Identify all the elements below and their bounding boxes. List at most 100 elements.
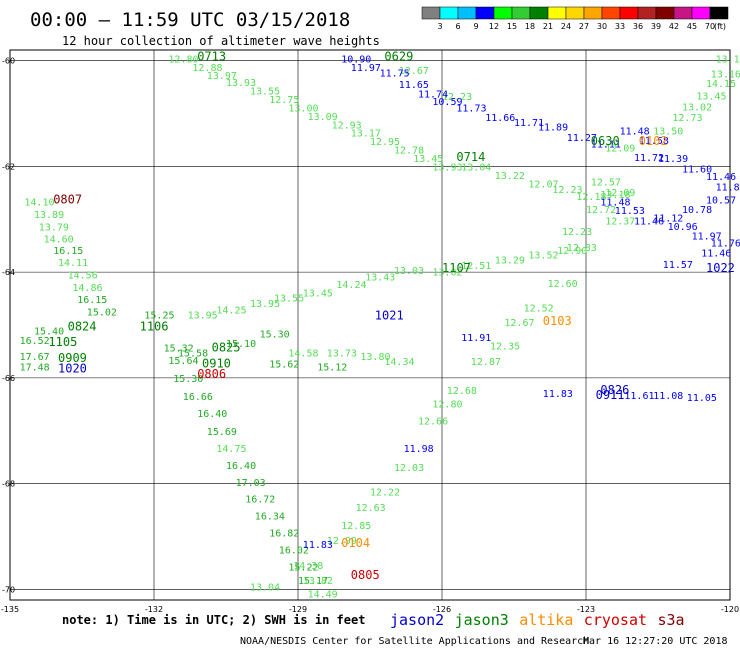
- swh-value: 13.17: [351, 129, 381, 140]
- colorbar-legend: 3 6 9 12 15 18 21 24 27 30 33 36 39 42 45 70(ft): [421, 6, 729, 31]
- swh-value: 12.87: [471, 357, 501, 368]
- pass-time-label: 0102: [639, 134, 668, 148]
- swh-value: 12.93: [332, 120, 362, 131]
- swh-value: 14.24: [336, 280, 366, 291]
- swh-value: 15.32: [164, 343, 194, 354]
- swh-value: 11.46: [701, 248, 731, 259]
- colorbar-tick: 30: [597, 22, 607, 31]
- colorbar-swatch: [421, 6, 441, 20]
- pass-time-label: 0713: [197, 50, 226, 64]
- swh-value: 11.12: [653, 213, 683, 224]
- colorbar-tick: 15: [507, 22, 517, 31]
- swh-value: 14.49: [308, 589, 338, 600]
- y-tick-label: -68: [2, 480, 15, 489]
- colorbar-tick: 45: [687, 22, 697, 31]
- swh-value: 15.12: [317, 362, 347, 373]
- pass-time-label: 1022: [706, 261, 735, 275]
- swh-value: 13.45: [303, 288, 333, 299]
- swh-value: 15.25: [144, 311, 174, 322]
- swh-value: 11.05: [687, 393, 717, 404]
- swh-value: 11.97: [692, 231, 722, 242]
- pass-time-label: 0826: [600, 383, 629, 397]
- swh-value: 11.91: [461, 333, 491, 344]
- pass-time-label: 0629: [384, 50, 413, 64]
- swh-value: 12.90: [557, 246, 587, 257]
- swh-value: 12.57: [591, 177, 621, 188]
- satellite-legend-cryosat: cryosat: [584, 611, 647, 629]
- x-tick-label: -129: [289, 605, 307, 614]
- swh-value: 16.72: [245, 495, 275, 506]
- swh-value: 11.72: [634, 153, 664, 164]
- swh-value: 12.68: [447, 386, 477, 397]
- swh-value: 12.88: [192, 63, 222, 74]
- swh-value: 13.97: [207, 71, 237, 82]
- swh-value: 10.96: [668, 222, 698, 233]
- colorbar-unit: (ft): [714, 22, 726, 31]
- swh-value: 15.30: [173, 374, 203, 385]
- swh-value: 13.03: [394, 266, 424, 277]
- swh-value: 15.02: [87, 307, 117, 318]
- swh-value: 11.48: [600, 197, 630, 208]
- swh-value: 14.25: [216, 305, 246, 316]
- pass-time-label: 0714: [456, 150, 485, 164]
- swh-value: 14.38: [293, 561, 323, 572]
- swh-value: 13.73: [327, 349, 357, 360]
- swh-value: 12.80: [432, 400, 462, 411]
- colorbar-swatch: [565, 6, 585, 20]
- swh-value: 11.08: [653, 391, 683, 402]
- pass-time-label: 1021: [375, 309, 404, 323]
- swh-value: 13.04: [461, 163, 491, 174]
- colorbar-tick: 36: [633, 22, 643, 31]
- x-tick-label: -135: [1, 605, 19, 614]
- swh-value: 13.02: [432, 267, 462, 278]
- x-tick-label: -132: [145, 605, 163, 614]
- swh-value: 12.23: [442, 92, 472, 103]
- x-tick-label: -126: [433, 605, 451, 614]
- satellite-legend-jason3: jason3: [455, 611, 509, 629]
- swh-value: 16.66: [183, 392, 213, 403]
- footer-note: note: 1) Time is in UTC; 2) SWH is in fe…: [62, 613, 365, 627]
- swh-value: 11.98: [404, 444, 434, 455]
- colorbar-tick: 6: [455, 22, 460, 31]
- swh-value: 11.65: [399, 80, 429, 91]
- swh-value: 13.52: [528, 250, 558, 261]
- swh-value: 12.07: [528, 180, 558, 191]
- swh-value: 11.53: [615, 206, 645, 217]
- swh-value: 15.62: [269, 359, 299, 370]
- swh-value: 11.76: [711, 239, 740, 250]
- swh-value: 13.00: [288, 103, 318, 114]
- swh-value: 11.71: [514, 118, 544, 129]
- swh-value: 15.69: [207, 427, 237, 438]
- colorbar-tick: 42: [669, 22, 679, 31]
- swh-value: 11.39: [658, 154, 688, 165]
- swh-value: 12.09: [605, 188, 635, 199]
- plot-area: -135 -132 -129 -126 -123 -120 -60 -62 -64 -66 -68 -…: [1, 49, 740, 614]
- swh-value: 13.82: [303, 576, 333, 587]
- swh-value: 13.29: [495, 256, 525, 267]
- footer-timestamp: Mar 16 12:27:20 UTC 2018: [583, 636, 728, 647]
- colorbar-tick: 21: [543, 22, 553, 31]
- swh-value: 14.60: [44, 235, 74, 246]
- colorbar-tick: 24: [561, 22, 571, 31]
- y-tick-label: -66: [2, 374, 15, 383]
- swh-value: 12.09: [605, 144, 635, 155]
- swh-value: 12.35: [490, 341, 520, 352]
- swh-value: 13.50: [653, 127, 683, 138]
- swh-value: 10.90: [341, 55, 371, 66]
- swh-value: 11.46: [706, 172, 736, 183]
- swh-value: 12.22: [370, 487, 400, 498]
- swh-value: 16.82: [269, 529, 299, 540]
- swh-value: 13.09: [308, 112, 338, 123]
- pass-time-label: 0909: [58, 351, 87, 365]
- colorbar-tick: 18: [525, 22, 535, 31]
- swh-value: 10.59: [432, 97, 462, 108]
- swh-value: 12.67: [399, 66, 429, 77]
- swh-value: 12.51: [461, 261, 491, 272]
- y-tick-label: -64: [2, 268, 15, 277]
- swh-value: 16.02: [279, 545, 309, 556]
- swh-value: 13.16: [716, 55, 740, 66]
- y-tick-label: -62: [2, 162, 15, 171]
- pass-time-label: 1106: [140, 319, 169, 333]
- swh-value: 13.45: [413, 154, 443, 165]
